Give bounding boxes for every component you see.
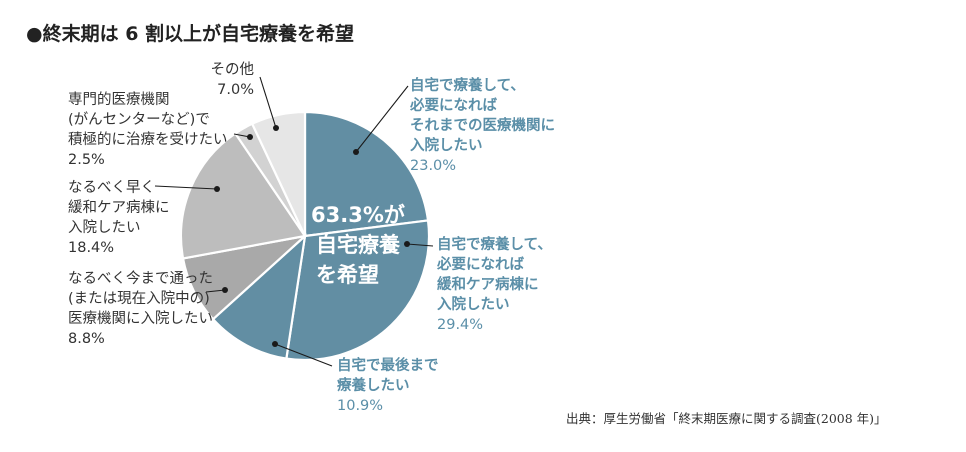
slice-label: 自宅で最後まで療養したい 10.9% — [337, 356, 439, 414]
slice-label: 自宅で療養して、必要になればそれまでの医療機関に入院したい 23.0% — [409, 76, 555, 174]
leader-dot — [222, 287, 228, 293]
center-label-text: 63.3%が自宅療養を希望 — [311, 203, 405, 287]
slice-label: なるべく今まで通った(または現在入院中の)医療機関に入院したい 8.8% — [68, 270, 213, 347]
leader-dot — [404, 241, 410, 247]
leader-dot — [353, 149, 359, 155]
slice-label: 自宅で療養して、必要になれば緩和ケア病棟に入院したい 29.4% — [436, 235, 552, 333]
leader-line — [274, 343, 333, 367]
slice-label: その他 7.0% — [211, 61, 255, 98]
leader-line — [355, 85, 409, 153]
source-note: 出典：厚生労働省「終末期医療に関する調査(2008 年)」 — [566, 411, 887, 426]
leader-line — [259, 76, 277, 129]
pie-slice — [211, 233, 307, 360]
leader-dot — [247, 134, 253, 140]
leader-line — [154, 185, 218, 190]
slice-label: 専門的医療機関(がんセンターなど)で積極的に治療を受けたい 2.5% — [68, 91, 228, 168]
pie-slice — [303, 110, 430, 238]
center-label: 63.3%が自宅療養を希望 — [311, 203, 405, 287]
leader-dot — [214, 186, 220, 192]
leader-dot — [273, 125, 279, 131]
leader-line — [406, 243, 434, 247]
leader-dot — [272, 341, 278, 347]
slice-labels: 自宅で療養して、必要になればそれまでの医療機関に入院したい 23.0% 自宅で療養し… — [68, 61, 555, 414]
slice-label: なるべく早く緩和ケア病棟に入院したい 18.4% — [68, 179, 170, 256]
leader-lines — [154, 76, 434, 367]
leader-line — [205, 289, 226, 293]
chart-title: ●終末期は 6 割以上が自宅療養を希望 — [26, 22, 354, 45]
pie-slice — [285, 219, 431, 362]
pie-slice — [250, 110, 307, 237]
